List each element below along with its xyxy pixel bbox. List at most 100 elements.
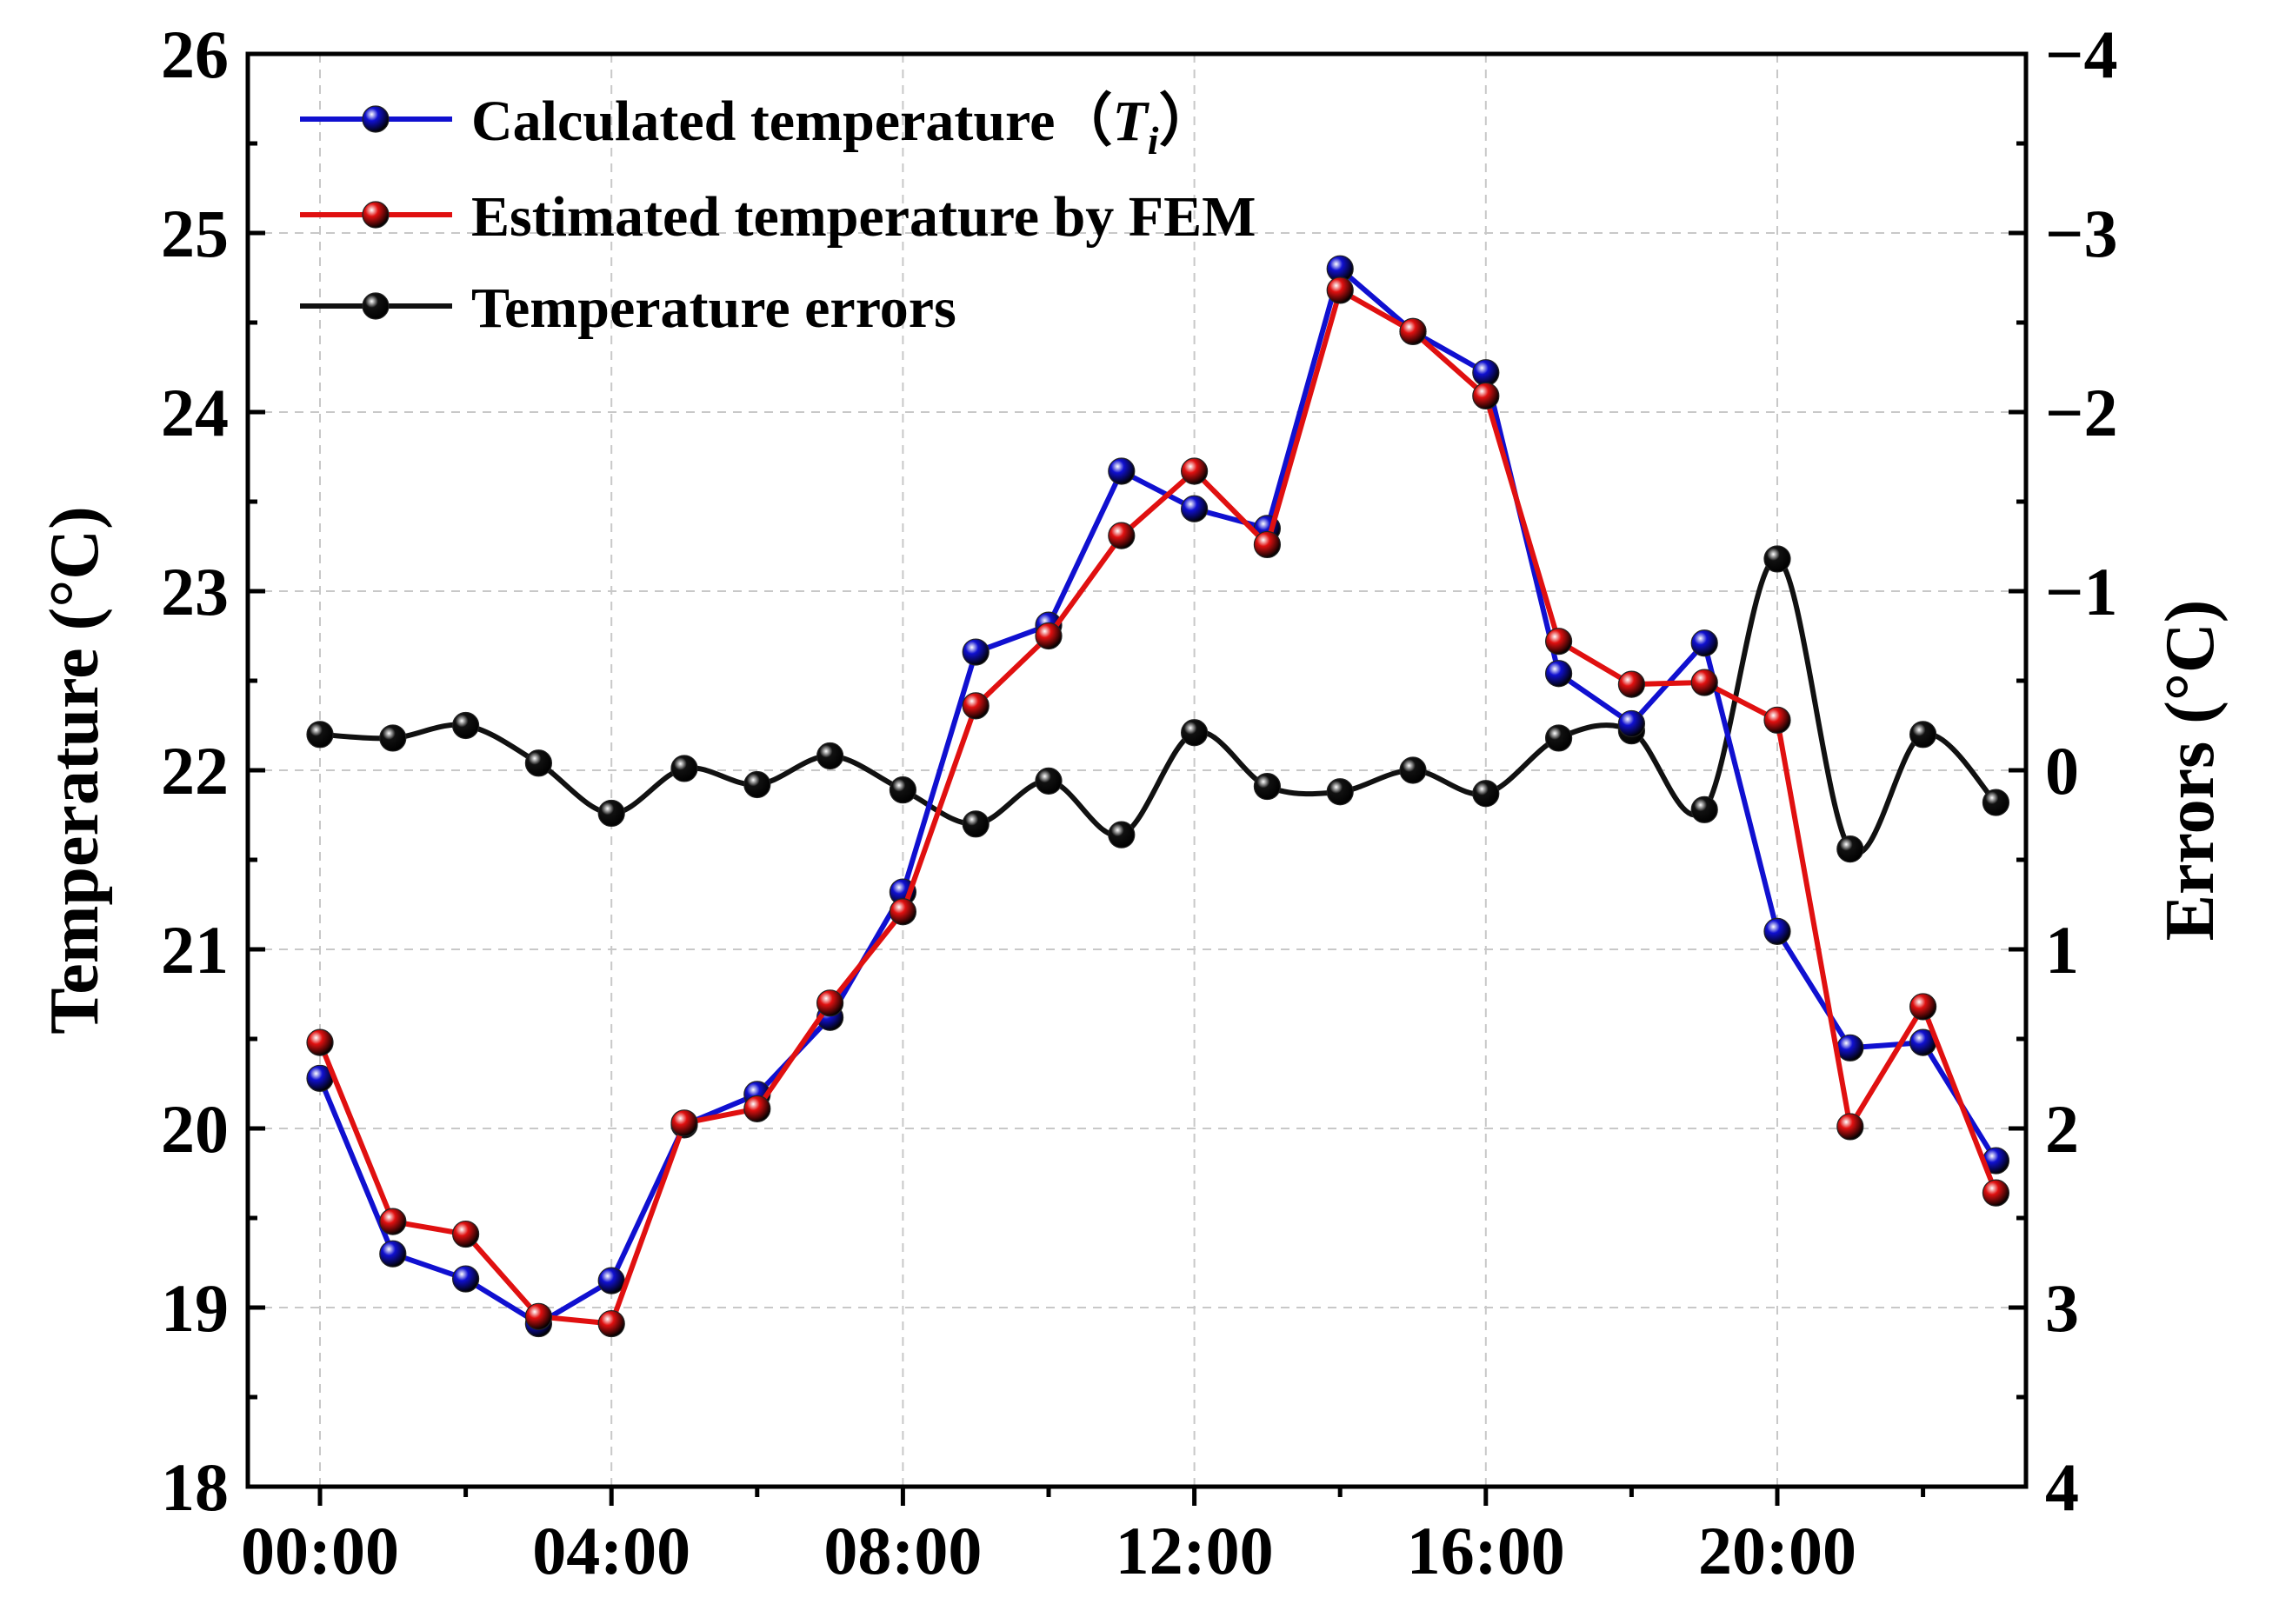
data-point	[597, 1309, 625, 1338]
data-point	[1253, 530, 1282, 559]
x-tick-label: 00:00	[241, 1513, 399, 1588]
data-point	[670, 755, 698, 782]
legend-item-calculated: Calculated temperature（Ti）	[300, 89, 1216, 163]
data-point	[670, 1109, 698, 1137]
grid-lines	[248, 54, 2026, 1487]
series-2	[306, 545, 2009, 863]
y-axis-title: Temperature (°C)	[37, 506, 113, 1034]
legend-marker	[362, 105, 390, 133]
y-tick-label: 19	[161, 1270, 229, 1346]
data-point	[1108, 522, 1136, 549]
data-point	[1326, 276, 1354, 304]
data-point	[1253, 772, 1282, 801]
x-tick-label: 08:00	[823, 1513, 982, 1588]
data-point	[1544, 660, 1573, 688]
data-point	[1399, 756, 1427, 784]
data-point	[1690, 669, 1718, 696]
legend-marker	[362, 201, 390, 229]
y-tick-label: 24	[161, 375, 229, 450]
y-tick-label: 23	[161, 554, 229, 629]
y2-tick-label: −2	[2045, 375, 2117, 450]
data-point	[379, 1208, 407, 1235]
legend-label-italic: T	[1112, 90, 1149, 153]
data-point	[1035, 767, 1063, 795]
y2-tick-label: 0	[2045, 733, 2079, 809]
y-tick-label: 22	[161, 733, 229, 809]
data-point	[962, 810, 990, 838]
data-point	[1909, 721, 1937, 749]
data-point	[1472, 382, 1500, 410]
y2-tick-label: 2	[2045, 1091, 2079, 1167]
legend-label-errors: Temperature errors	[471, 276, 956, 340]
data-point	[451, 1220, 480, 1248]
data-point	[1617, 709, 1646, 738]
data-point	[743, 1095, 771, 1122]
data-point	[1690, 629, 1718, 657]
y-tick-label: 21	[161, 912, 229, 988]
data-point	[816, 989, 844, 1017]
data-point	[1180, 719, 1209, 747]
data-point	[962, 692, 990, 720]
data-point	[1108, 821, 1136, 849]
data-point	[889, 776, 917, 804]
data-point	[1909, 993, 1937, 1021]
data-point	[1472, 780, 1500, 808]
y2-tick-label: 1	[2045, 912, 2079, 988]
data-point	[379, 1240, 407, 1268]
data-point	[524, 749, 553, 777]
data-point	[1763, 706, 1791, 734]
data-point	[524, 1302, 553, 1330]
data-point	[451, 1265, 480, 1293]
data-point	[1108, 457, 1136, 485]
data-point	[962, 638, 990, 666]
data-point	[597, 1267, 625, 1295]
data-point	[816, 742, 844, 770]
y-tick-label: 25	[161, 196, 229, 271]
x-tick-label: 12:00	[1116, 1513, 1274, 1588]
legend: Calculated temperature（Ti） Estimated tem…	[300, 89, 1256, 340]
y2-tick-label: 3	[2045, 1270, 2079, 1346]
data-point	[1544, 724, 1573, 752]
y2-tick-label: −1	[2045, 554, 2117, 629]
x-tick-label: 20:00	[1698, 1513, 1856, 1588]
axis-ticks	[248, 51, 2026, 1506]
data-point	[889, 898, 917, 926]
y-tick-label: 18	[161, 1449, 229, 1525]
data-point	[1180, 495, 1209, 522]
data-point	[306, 721, 334, 749]
y2-tick-label: 4	[2045, 1449, 2079, 1525]
data-point	[1982, 1179, 2009, 1207]
right-axis-tick-labels: −4 −3 −2 −1 0 1 2 3 4	[2045, 17, 2117, 1525]
legend-label-suffix: ）	[1159, 89, 1216, 153]
data-point	[1982, 789, 2009, 816]
left-axis-tick-labels: 18 19 20 21 22 23 24 25 26	[161, 17, 229, 1525]
legend-label-subscript: i	[1148, 118, 1159, 163]
data-point	[1326, 778, 1354, 806]
series-layer	[306, 255, 2009, 1338]
y-tick-label: 26	[161, 17, 229, 92]
data-point	[1035, 622, 1063, 650]
data-point	[451, 711, 480, 740]
y2-tick-label: −4	[2045, 17, 2117, 92]
data-point	[597, 799, 625, 828]
x-tick-label: 04:00	[532, 1513, 690, 1588]
y2-tick-label: −3	[2045, 196, 2117, 271]
series-line	[317, 266, 1998, 1327]
legend-label-calculated: Calculated temperature（Ti）	[471, 89, 1216, 163]
legend-item-estimated: Estimated temperature by FEM	[300, 185, 1256, 249]
y-tick-label: 20	[161, 1091, 229, 1167]
legend-item-errors: Temperature errors	[300, 276, 956, 340]
data-point	[306, 1028, 334, 1056]
data-point	[379, 724, 407, 752]
data-point	[1690, 795, 1718, 823]
data-point	[1399, 317, 1427, 345]
data-point	[1472, 359, 1500, 387]
data-point	[1763, 545, 1791, 573]
y2-axis-title: Errors (°C)	[2152, 600, 2229, 942]
data-point	[743, 770, 771, 799]
series-1	[306, 276, 2009, 1338]
data-point	[1617, 670, 1646, 698]
legend-label-prefix: Calculated temperature（	[471, 89, 1112, 153]
x-tick-label: 16:00	[1407, 1513, 1565, 1588]
